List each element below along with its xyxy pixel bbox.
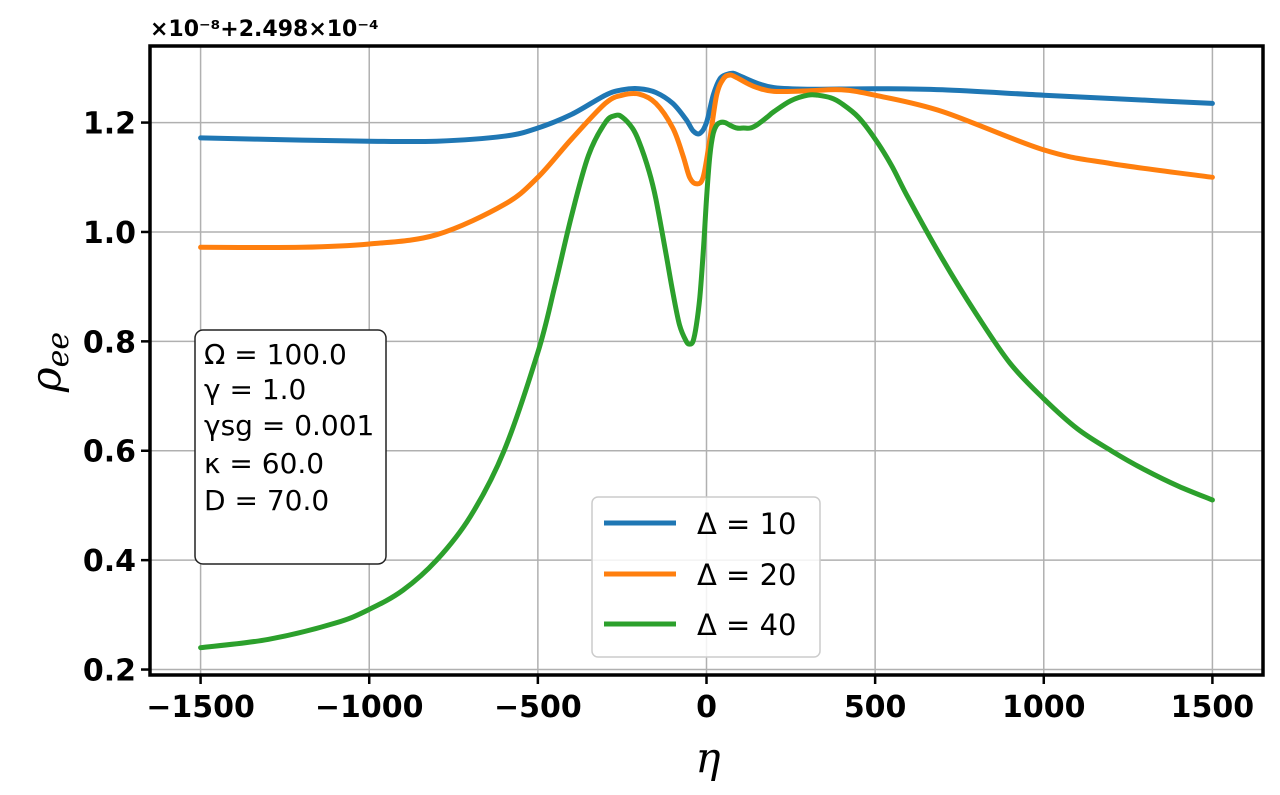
- y-tick-label: 1.0: [83, 216, 136, 251]
- y-axis-label: ρ: [21, 367, 70, 393]
- x-tick-label: −1000: [315, 690, 424, 725]
- x-axis-label: η: [695, 733, 720, 782]
- y-axis-label-group: ρee: [21, 332, 76, 393]
- offset-text: ×10⁻⁸+2.498×10⁻⁴: [150, 17, 379, 42]
- svg-text:ρee: ρee: [21, 332, 76, 393]
- x-tick-label: −1500: [146, 690, 255, 725]
- x-tick-label: 0: [696, 690, 717, 725]
- parameter-kappa: κ = 60.0: [204, 447, 324, 480]
- y-tick-label: 0.2: [83, 654, 136, 689]
- parameter-box-frame: [194, 329, 387, 565]
- parameter-gamma-sg: γsg = 0.001: [204, 409, 374, 442]
- series-line-3: [198, 92, 1215, 651]
- parameter-d: D = 70.0: [204, 484, 329, 517]
- series-line-2: [198, 72, 1215, 251]
- series-line-1: [198, 70, 1215, 145]
- legend: Δ = 10 Δ = 20 Δ = 40: [591, 496, 821, 658]
- x-tick-label: 1500: [1171, 690, 1255, 725]
- y-tick-label: 0.4: [83, 544, 136, 579]
- y-tick-label: 1.2: [83, 107, 136, 142]
- parameter-gamma: γ = 1.0: [204, 373, 306, 406]
- legend-label-delta-20: Δ = 20: [697, 558, 796, 592]
- axis-ticks: −1500 −1000 −500 0 500 1000 1500 0.2 0.4 0.6 0.8 1.…: [83, 107, 1254, 725]
- y-axis-label-subscript: ee: [41, 332, 76, 368]
- parameter-omega: Ω = 100.0: [204, 338, 347, 371]
- x-tick-label: 1000: [1002, 690, 1086, 725]
- x-tick-label: −500: [494, 690, 582, 725]
- legend-label-delta-40: Δ = 40: [697, 608, 796, 642]
- legend-frame: [591, 496, 821, 658]
- x-tick-label: 500: [844, 690, 907, 725]
- y-tick-label: 0.6: [83, 435, 136, 470]
- parameter-box: Ω = 100.0 γ = 1.0 γsg = 0.001 κ = 60.0 D…: [194, 329, 387, 565]
- series-lines: [198, 70, 1215, 651]
- y-tick-label: 0.8: [83, 325, 136, 360]
- legend-label-delta-10: Δ = 10: [697, 507, 796, 541]
